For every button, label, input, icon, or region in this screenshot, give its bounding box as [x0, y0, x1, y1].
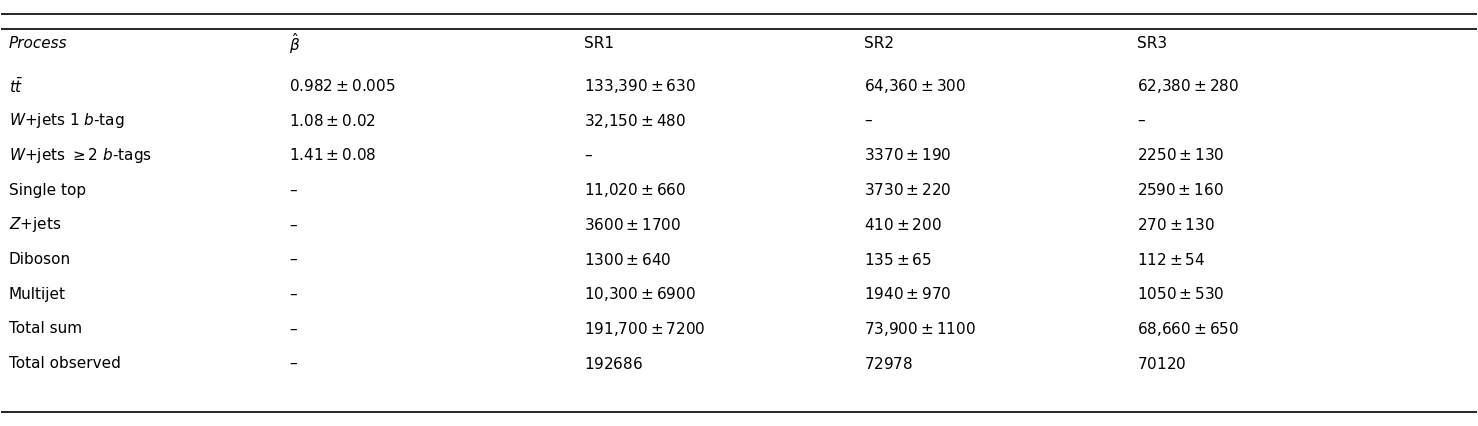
Text: $3370 \pm 190$: $3370 \pm 190$: [865, 147, 952, 164]
Text: –: –: [1137, 113, 1145, 128]
Text: $3600 \pm 1700$: $3600 \pm 1700$: [584, 217, 681, 233]
Text: –: –: [290, 287, 297, 302]
Text: $1940 \pm 970$: $1940 \pm 970$: [865, 286, 952, 302]
Text: $73{,}900 \pm 1100$: $73{,}900 \pm 1100$: [865, 320, 975, 338]
Text: $0.982 \pm 0.005$: $0.982 \pm 0.005$: [290, 78, 396, 94]
Text: $191{,}700 \pm 7200$: $191{,}700 \pm 7200$: [584, 320, 705, 338]
Text: $3730 \pm 220$: $3730 \pm 220$: [865, 182, 952, 198]
Text: $1.08 \pm 0.02$: $1.08 \pm 0.02$: [290, 113, 375, 129]
Text: $32{,}150 \pm 480$: $32{,}150 \pm 480$: [584, 112, 686, 130]
Text: –: –: [290, 252, 297, 267]
Text: $70120$: $70120$: [1137, 356, 1187, 371]
Text: $11{,}020 \pm 660$: $11{,}020 \pm 660$: [584, 181, 686, 199]
Text: $2590 \pm 160$: $2590 \pm 160$: [1137, 182, 1224, 198]
Text: $\hat{\beta}$: $\hat{\beta}$: [290, 31, 300, 56]
Text: $72978$: $72978$: [865, 356, 913, 371]
Text: $1300 \pm 640$: $1300 \pm 640$: [584, 252, 671, 268]
Text: $Z$+jets: $Z$+jets: [9, 216, 61, 234]
Text: –: –: [584, 148, 591, 163]
Text: $192686$: $192686$: [584, 356, 643, 371]
Text: –: –: [290, 322, 297, 337]
Text: $64{,}360 \pm 300$: $64{,}360 \pm 300$: [865, 77, 967, 95]
Text: SR2: SR2: [865, 36, 894, 51]
Text: –: –: [290, 183, 297, 198]
Text: $135 \pm 65$: $135 \pm 65$: [865, 252, 933, 268]
Text: $10{,}300 \pm 6900$: $10{,}300 \pm 6900$: [584, 285, 696, 303]
Text: $W$+jets $\geq 2$ $b$-tags: $W$+jets $\geq 2$ $b$-tags: [9, 146, 152, 165]
Text: $68{,}660 \pm 650$: $68{,}660 \pm 650$: [1137, 320, 1240, 338]
Text: Process: Process: [9, 36, 68, 51]
Text: $2250 \pm 130$: $2250 \pm 130$: [1137, 147, 1225, 164]
Text: $133{,}390 \pm 630$: $133{,}390 \pm 630$: [584, 77, 696, 95]
Text: $1.41 \pm 0.08$: $1.41 \pm 0.08$: [290, 147, 377, 164]
Text: Diboson: Diboson: [9, 252, 71, 267]
Text: –: –: [290, 217, 297, 232]
Text: Total sum: Total sum: [9, 322, 81, 337]
Text: –: –: [290, 356, 297, 371]
Text: –: –: [865, 113, 872, 128]
Text: SR3: SR3: [1137, 36, 1168, 51]
Text: $270 \pm 130$: $270 \pm 130$: [1137, 217, 1215, 233]
Text: $410 \pm 200$: $410 \pm 200$: [865, 217, 943, 233]
Text: $t\bar{t}$: $t\bar{t}$: [9, 77, 24, 95]
Text: Total observed: Total observed: [9, 356, 121, 371]
Text: Multijet: Multijet: [9, 287, 65, 302]
Text: $1050 \pm 530$: $1050 \pm 530$: [1137, 286, 1225, 302]
Text: SR1: SR1: [584, 36, 613, 51]
Text: $W$+jets 1 $b$-tag: $W$+jets 1 $b$-tag: [9, 111, 124, 130]
Text: $62{,}380 \pm 280$: $62{,}380 \pm 280$: [1137, 77, 1240, 95]
Text: Single top: Single top: [9, 183, 86, 198]
Text: $112 \pm 54$: $112 \pm 54$: [1137, 252, 1206, 268]
